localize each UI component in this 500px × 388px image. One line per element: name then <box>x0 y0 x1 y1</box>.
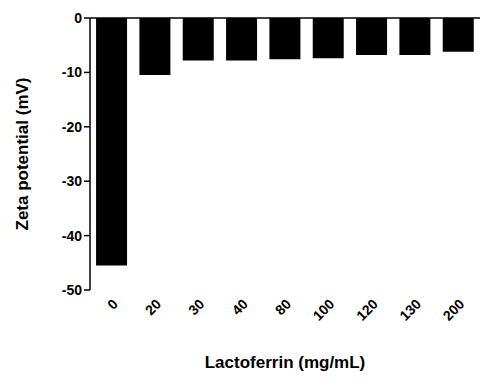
svg-text:-20: -20 <box>62 119 82 135</box>
svg-text:0: 0 <box>74 10 82 26</box>
svg-text:200: 200 <box>440 296 468 324</box>
svg-text:100: 100 <box>310 296 338 324</box>
svg-text:-40: -40 <box>62 228 82 244</box>
svg-text:Zeta potential (mV): Zeta potential (mV) <box>13 77 32 230</box>
svg-text:-30: -30 <box>62 173 82 189</box>
svg-text:80: 80 <box>272 296 294 318</box>
svg-text:20: 20 <box>142 296 164 318</box>
svg-text:130: 130 <box>396 296 424 324</box>
svg-text:120: 120 <box>353 296 381 324</box>
svg-text:40: 40 <box>228 296 250 318</box>
svg-text:30: 30 <box>185 296 207 318</box>
svg-text:Lactoferrin (mg/mL): Lactoferrin (mg/mL) <box>205 353 366 372</box>
svg-text:0: 0 <box>104 296 121 313</box>
svg-text:-10: -10 <box>62 64 82 80</box>
svg-text:-50: -50 <box>62 282 82 298</box>
